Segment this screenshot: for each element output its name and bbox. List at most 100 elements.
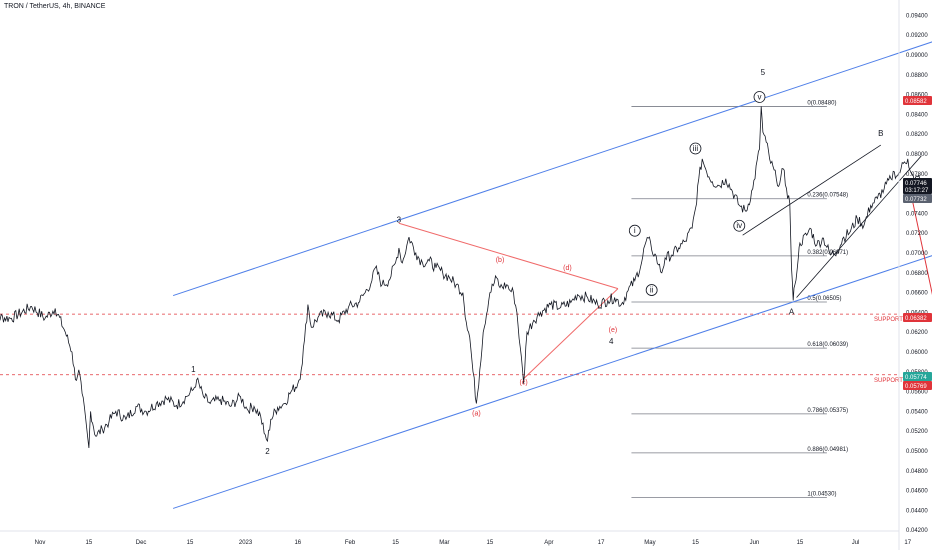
price-tag bbox=[903, 194, 932, 203]
price-tag bbox=[903, 96, 932, 105]
y-tick-label: 0.06800 bbox=[906, 271, 928, 277]
fib-label: 0.886(0.04981) bbox=[807, 447, 848, 453]
y-tick-label: 0.06600 bbox=[906, 291, 928, 297]
projection-arrow bbox=[910, 194, 932, 295]
x-tick-label: 15 bbox=[187, 540, 194, 546]
fib-label: 0(0.08480) bbox=[807, 100, 836, 106]
wave-labels: 12345ABCiiiiiiivv(a)(b)(c)(d)(e) bbox=[191, 68, 883, 456]
triangle-line bbox=[523, 288, 619, 380]
x-tick-label: Nov bbox=[35, 540, 46, 546]
triangle-wave-label: (c) bbox=[520, 380, 528, 387]
price-tag bbox=[903, 313, 932, 322]
triangle-wave-label: (e) bbox=[609, 327, 618, 334]
x-tick-label: Mar bbox=[439, 540, 449, 546]
y-tick-label: 0.04200 bbox=[906, 528, 928, 534]
y-tick-label: 0.07200 bbox=[906, 231, 928, 237]
x-tick-label: Jun bbox=[750, 540, 760, 546]
wave-label: 1 bbox=[191, 365, 196, 374]
price-tag-value: 0.07732 bbox=[905, 197, 927, 203]
triangle-wave-label: (b) bbox=[496, 257, 505, 264]
sub-wave-label: iv bbox=[736, 221, 742, 230]
sub-wave-circle bbox=[733, 219, 746, 232]
fibonacci-levels: 0(0.08480) 0.236(0.07548) 0.382(0.06971) 0.… bbox=[631, 100, 848, 498]
wave-label: B bbox=[878, 129, 883, 138]
triangle-line bbox=[398, 222, 619, 290]
y-tick-label: 0.09000 bbox=[906, 53, 928, 59]
fib-label: 0.786(0.05375) bbox=[807, 408, 848, 414]
y-tick-label: 0.08800 bbox=[906, 73, 928, 79]
fib-label: 0.236(0.07548) bbox=[807, 193, 848, 199]
price-tag-countdown: 03:17:27 bbox=[905, 188, 929, 194]
x-tick-label: 16 bbox=[294, 540, 301, 546]
y-axis: 0.09400 0.09200 0.09000 0.08800 0.08600 0.084… bbox=[906, 13, 928, 534]
y-tick-label: 0.04800 bbox=[906, 469, 928, 475]
rising-channel-lower bbox=[796, 155, 922, 298]
y-tick-label: 0.05200 bbox=[906, 429, 928, 435]
chart-title: TRON / TetherUS, 4h, BINANCE bbox=[4, 3, 106, 10]
price-line bbox=[0, 106, 922, 449]
wave-label: 4 bbox=[609, 337, 614, 346]
channel-upper-line bbox=[172, 41, 932, 297]
y-tick-label: 0.09400 bbox=[906, 13, 928, 19]
y-tick-label: 0.05600 bbox=[906, 390, 928, 396]
triangle-lines bbox=[398, 222, 619, 380]
sub-wave-label: iii bbox=[693, 144, 699, 153]
y-tick-label: 0.06000 bbox=[906, 350, 928, 356]
y-tick-label: 0.08400 bbox=[906, 112, 928, 118]
support-lines: SUPPORT SUPPORT bbox=[0, 313, 903, 384]
wave-label: 3 bbox=[397, 215, 402, 224]
price-tag-value: 0.06382 bbox=[905, 316, 927, 322]
y-tick-label: 0.07000 bbox=[906, 251, 928, 257]
y-tick-label: 0.04400 bbox=[906, 508, 928, 514]
fib-label: 0.382(0.06971) bbox=[807, 250, 848, 256]
projection-line bbox=[910, 194, 932, 295]
y-tick-label: 0.07800 bbox=[906, 172, 928, 178]
price-tag-value: 0.05769 bbox=[905, 384, 927, 390]
x-tick-label: 15 bbox=[392, 540, 399, 546]
x-tick-label: 15 bbox=[487, 540, 494, 546]
channel-lower-line bbox=[172, 255, 932, 509]
x-tick-label: Jul bbox=[852, 540, 860, 546]
price-tag-value: 0.07746 bbox=[905, 181, 927, 187]
y-tick-label: 0.07400 bbox=[906, 211, 928, 217]
x-tick-label: 15 bbox=[86, 540, 93, 546]
sub-wave-circle bbox=[645, 284, 658, 296]
wave-label: 2 bbox=[265, 447, 270, 456]
fib-label: 0.5(0.06505) bbox=[807, 296, 841, 302]
x-tick-label: Feb bbox=[345, 540, 356, 546]
sub-wave-circle bbox=[628, 224, 641, 237]
y-tick-label: 0.08000 bbox=[906, 152, 928, 158]
x-tick-label: Dec bbox=[136, 540, 147, 546]
rising-channel bbox=[742, 144, 922, 298]
rising-channel-upper bbox=[742, 144, 882, 236]
y-tick-label: 0.05000 bbox=[906, 449, 928, 455]
fib-label: 1(0.04530) bbox=[807, 492, 836, 498]
sub-wave-circle bbox=[689, 142, 702, 155]
support-label: SUPPORT bbox=[874, 317, 903, 323]
triangle-wave-label: (d) bbox=[563, 265, 572, 272]
sub-wave-label: v bbox=[757, 93, 761, 102]
wave-label: 5 bbox=[761, 68, 766, 77]
x-tick-label: 17 bbox=[598, 540, 605, 546]
sub-wave-label: ii bbox=[650, 286, 654, 295]
y-tick-label: 0.04600 bbox=[906, 489, 928, 495]
wave-label: A bbox=[789, 307, 795, 316]
price-tag-value: 0.08582 bbox=[905, 99, 927, 105]
sub-wave-label: i bbox=[634, 226, 636, 235]
price-tag bbox=[903, 178, 932, 194]
price-series bbox=[0, 106, 922, 449]
x-tick-label: May bbox=[644, 540, 655, 546]
price-tag bbox=[903, 381, 932, 390]
x-tick-label: Apr bbox=[544, 540, 553, 546]
y-tick-label: 0.08600 bbox=[906, 93, 928, 99]
trend-channel bbox=[172, 41, 932, 509]
y-tick-label: 0.09200 bbox=[906, 33, 928, 39]
y-tick-label: 0.05400 bbox=[906, 409, 928, 415]
x-tick-label: 17 bbox=[904, 540, 911, 546]
x-tick-label: 15 bbox=[797, 540, 804, 546]
x-tick-label: 15 bbox=[692, 540, 699, 546]
y-tick-label: 0.06200 bbox=[906, 330, 928, 336]
support-label: SUPPORT bbox=[874, 378, 903, 384]
